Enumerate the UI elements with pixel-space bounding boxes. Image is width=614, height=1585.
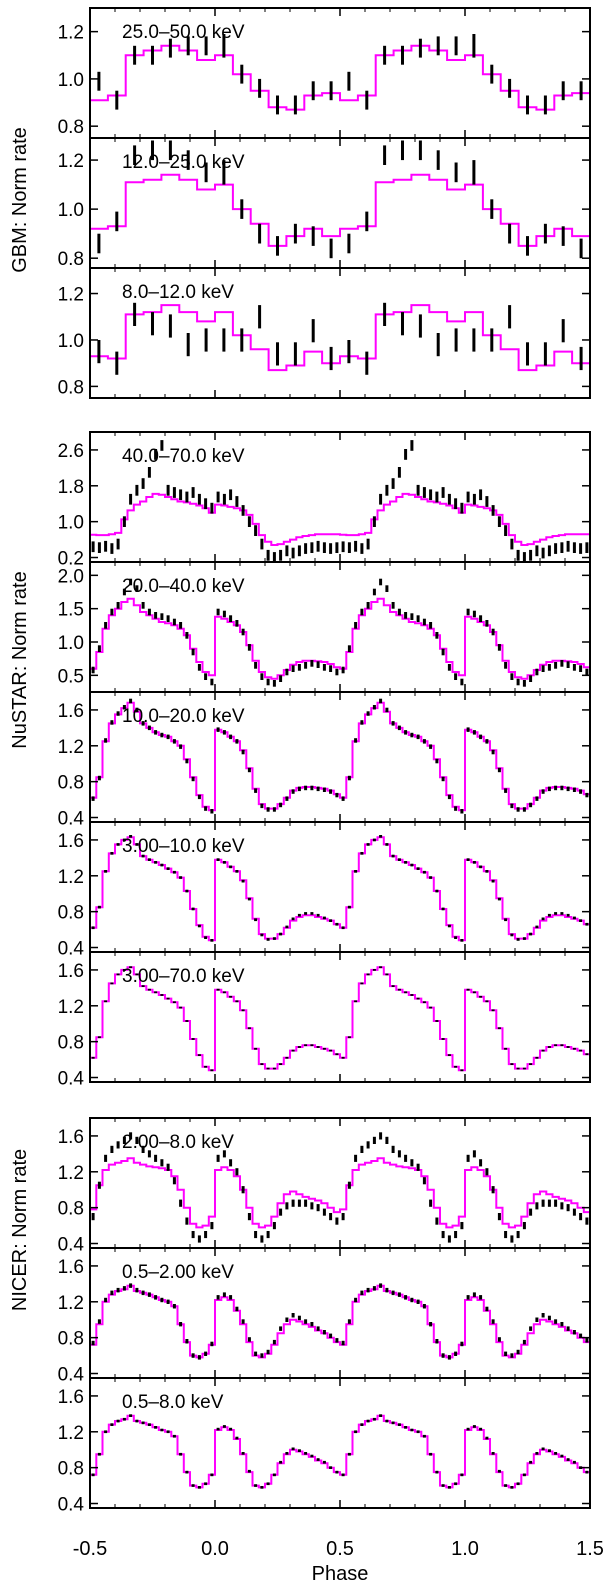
y-tick-label: 2.0 <box>58 566 84 587</box>
panel: 0.4 0.8 1.2 1.6 2.00–8.0 keV <box>58 1117 591 1256</box>
y-tick-label: 0.4 <box>58 1365 85 1386</box>
y-tick-label: 0.4 <box>58 1495 85 1516</box>
y-tick-label: 1.2 <box>58 1423 84 1444</box>
energy-band-label: 0.5–2.00 keV <box>122 1262 234 1283</box>
data-points <box>91 835 589 942</box>
energy-band-label: 12.0–25.0 keV <box>122 152 245 173</box>
y-tick-label: 1.6 <box>58 961 84 982</box>
y-tick-label: 1.2 <box>58 997 84 1018</box>
model-curve <box>90 492 590 546</box>
x-tick-label: 0.0 <box>201 1538 229 1560</box>
model-curve <box>90 1414 590 1489</box>
data-points <box>91 578 589 687</box>
panel: 0.4 0.8 1.2 1.6 3.00–10.0 keV <box>58 821 591 960</box>
model-curve <box>90 304 590 372</box>
y-tick-label: 1.0 <box>58 331 84 352</box>
y-tick-label: 1.0 <box>58 200 84 221</box>
y-tick-label: 0.8 <box>58 249 84 270</box>
y-tick-label: 0.4 <box>58 809 85 830</box>
data-points <box>97 34 583 115</box>
model-curve <box>90 701 590 812</box>
energy-band-label: 40.0–70.0 keV <box>122 446 245 467</box>
y-tick-label: 1.2 <box>58 23 84 44</box>
nustar-group-label: NuSTAR: Norm rate <box>9 571 31 748</box>
panel: 0.2 1.0 1.8 2.6 40.0–70.0 keV <box>58 431 591 570</box>
data-points <box>97 302 583 375</box>
model-curve <box>90 836 590 942</box>
data-points <box>91 698 589 814</box>
energy-band-label: 3.00–70.0 keV <box>122 966 245 987</box>
energy-band-label: 25.0–50.0 keV <box>122 22 245 43</box>
model-curve <box>90 597 590 680</box>
y-tick-label: 0.4 <box>58 939 85 960</box>
energy-band-label: 10.0–20.0 keV <box>122 706 245 727</box>
panel: 0.4 0.8 1.2 1.6 0.5–2.00 keV <box>58 1247 591 1386</box>
y-tick-label: 1.2 <box>58 867 84 888</box>
y-tick-label: 1.6 <box>58 1127 84 1148</box>
panel: 0.8 1.0 1.2 12.0–25.0 keV <box>58 137 591 270</box>
x-axis-label: Phase <box>312 1563 369 1585</box>
gbm-group-label: GBM: Norm rate <box>9 127 31 273</box>
energy-band-label: 2.00–8.0 keV <box>122 1132 234 1153</box>
panel: 0.8 1.0 1.2 25.0–50.0 keV <box>58 7 591 139</box>
model-curve <box>90 173 590 247</box>
y-tick-label: 0.8 <box>58 1459 84 1480</box>
y-tick-label: 1.2 <box>58 151 84 172</box>
y-tick-label: 0.8 <box>58 1329 84 1350</box>
y-tick-label: 1.0 <box>58 70 84 91</box>
y-tick-label: 0.4 <box>58 1235 85 1256</box>
y-tick-label: 1.2 <box>58 1163 84 1184</box>
energy-band-label: 3.00–10.0 keV <box>122 836 245 857</box>
nicer-group-label: NICER: Norm rate <box>9 1149 31 1311</box>
x-tick-label: 1.0 <box>451 1538 479 1560</box>
model-curve <box>90 1284 590 1359</box>
y-tick-label: 0.8 <box>58 117 84 138</box>
y-tick-label: 1.6 <box>58 1257 84 1278</box>
panel: 0.4 0.8 1.2 1.6 10.0–20.0 keV <box>58 691 591 830</box>
y-tick-label: 1.0 <box>58 633 84 654</box>
y-tick-label: 0.5 <box>58 666 84 687</box>
y-tick-label: 1.2 <box>58 1293 84 1314</box>
x-tick-label: 1.5 <box>576 1538 604 1560</box>
y-tick-label: 1.2 <box>58 285 84 306</box>
y-tick-label: 0.8 <box>58 1199 84 1220</box>
data-points <box>97 140 583 259</box>
panel: 0.8 1.0 1.2 8.0–12.0 keV <box>58 267 591 399</box>
y-tick-label: 1.0 <box>58 513 84 534</box>
model-curve <box>90 44 590 111</box>
x-tick-label: -0.5 <box>73 1538 107 1560</box>
y-tick-label: 0.8 <box>58 773 84 794</box>
data-points <box>91 1283 589 1360</box>
panel: 0.4 0.8 1.2 1.6 3.00–70.0 keV <box>58 951 591 1090</box>
model-curve <box>90 966 590 1072</box>
y-tick-label: 1.8 <box>58 477 84 498</box>
x-tick-label: 0.5 <box>326 1538 354 1560</box>
y-tick-label: 0.8 <box>58 1033 84 1054</box>
y-tick-label: 0.8 <box>58 377 84 398</box>
panels-layer: 0.8 1.0 1.2 25.0–50.0 keV 0.8 1.0 1.2 12.0–25.0… <box>58 7 591 1516</box>
data-points <box>91 1414 589 1489</box>
energy-band-label: 20.0–40.0 keV <box>122 576 245 597</box>
data-points <box>91 966 589 1072</box>
panel: 0.5 1.0 1.5 2.0 20.0–40.0 keV <box>58 561 591 693</box>
model-curve <box>90 1157 590 1229</box>
energy-band-label: 8.0–12.0 keV <box>122 282 234 303</box>
y-tick-label: 0.8 <box>58 903 84 924</box>
y-tick-label: 1.2 <box>58 737 84 758</box>
y-tick-label: 1.6 <box>58 831 84 852</box>
y-tick-label: 1.6 <box>58 1387 84 1408</box>
y-tick-label: 2.6 <box>58 441 84 462</box>
energy-band-label: 0.5–8.0 keV <box>122 1392 224 1413</box>
y-tick-label: 1.6 <box>58 701 84 722</box>
y-tick-label: 0.4 <box>58 1069 85 1090</box>
data-points <box>91 1132 589 1243</box>
y-tick-label: 1.5 <box>58 600 84 621</box>
y-tick-label: 0.2 <box>58 549 84 570</box>
panel: 0.4 0.8 1.2 1.6 0.5–8.0 keV <box>58 1377 591 1516</box>
